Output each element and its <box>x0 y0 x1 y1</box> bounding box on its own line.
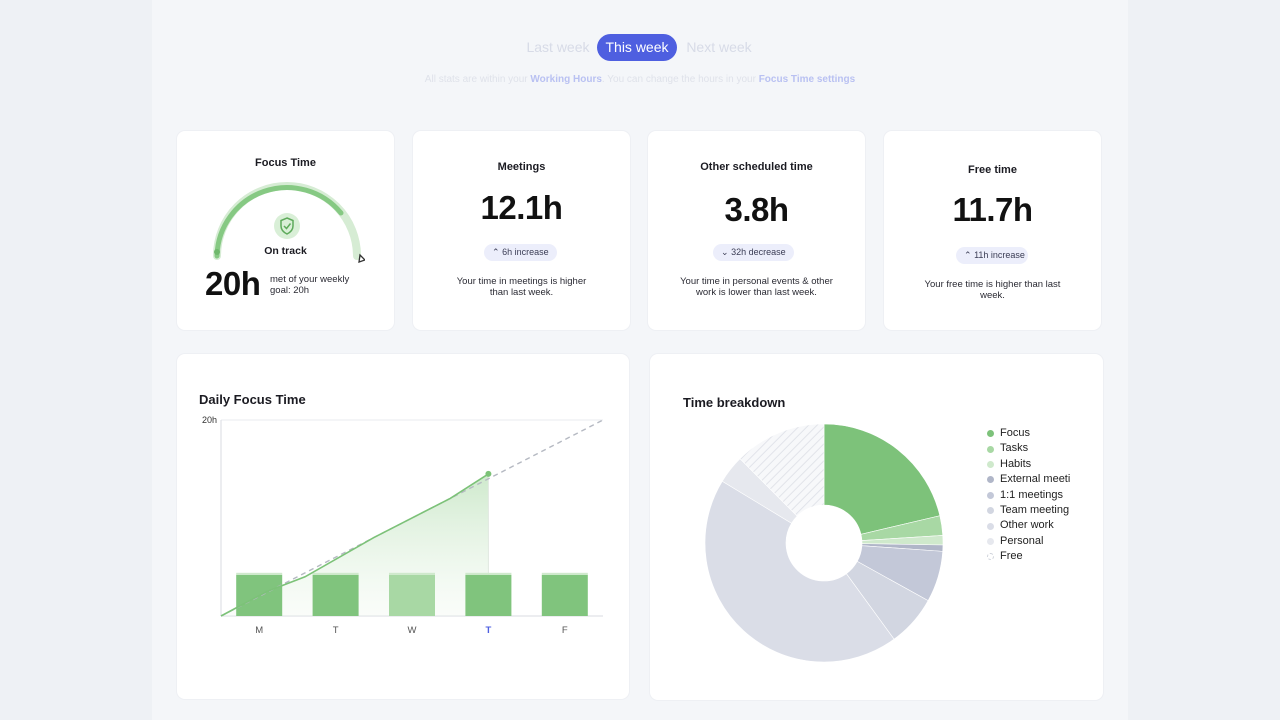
free-time-badge: ⌃ 11h increase <box>956 247 1028 264</box>
meetings-title: Meetings <box>497 161 546 173</box>
legend-dot <box>987 430 994 438</box>
x-tick-label-0: M <box>255 625 263 636</box>
gauge-start-dot <box>214 249 220 255</box>
meetings-value: 12.1h <box>480 189 563 226</box>
gauge-end-marker <box>358 253 365 263</box>
y-tick-label: 20h <box>202 415 217 425</box>
time-breakdown-chart <box>704 423 944 663</box>
time-breakdown-legend: Focus Tasks Habits External meeti 1:1 meetin… <box>987 426 1077 565</box>
this-week-tab[interactable]: This week <box>597 34 677 61</box>
free-time-card: Free time 11.7h ⌃ 11h increase Your free… <box>884 131 1101 330</box>
free-time-description: Your free time is higher than last week. <box>924 279 1061 301</box>
other-scheduled-badge: ⌄ 32h decrease <box>713 244 794 261</box>
cumulative-focus-line <box>220 473 489 617</box>
legend-item: 1:1 meetings <box>987 488 1077 503</box>
legend-item: Focus <box>987 426 1077 441</box>
other-scheduled-card: Other scheduled time 3.8h ⌄ 32h decrease… <box>648 131 865 330</box>
bar-2 <box>389 574 435 616</box>
slice-free <box>739 423 825 517</box>
other-scheduled-description: Your time in personal events & other wor… <box>680 276 833 298</box>
legend-dot <box>987 522 994 530</box>
legend-item: Personal <box>987 534 1077 549</box>
double-chevron-up-icon: ⌃ <box>964 250 972 260</box>
other-scheduled-title: Other scheduled time <box>700 161 813 173</box>
today-point <box>485 470 492 477</box>
bar-cap-4 <box>541 572 588 575</box>
last-week-tab[interactable]: Last week <box>522 34 594 61</box>
legend-label: Other work <box>1000 519 1054 532</box>
focus-status: On track <box>264 245 307 257</box>
stats-note-prefix: All stats are within your <box>424 74 528 85</box>
free-time-badge-text: 11h increase <box>974 250 1025 260</box>
meetings-card: Meetings 12.1h ⌃ 6h increase Your time i… <box>413 131 630 330</box>
gauge-fill <box>214 185 344 259</box>
legend-dot <box>987 476 994 484</box>
legend-item: Habits <box>987 457 1077 472</box>
daily-focus-title: Daily Focus Time <box>199 392 306 407</box>
legend-dot <box>987 460 994 468</box>
focus-time-card: Focus Time On track 20h met of your week… <box>177 131 394 330</box>
free-time-value: 11.7h <box>952 191 1033 228</box>
stats-note: All stats are within your Working Hours.… <box>0 74 1280 85</box>
legend-label: Habits <box>1000 457 1032 470</box>
stats-note-middle: . You can change the hours in your <box>601 74 756 85</box>
legend-label: Team meeting <box>1000 503 1070 516</box>
other-scheduled-badge-text: 32h decrease <box>731 247 786 257</box>
shield-check-icon <box>280 217 294 235</box>
bar-cap-2 <box>389 572 435 575</box>
slice-other-work <box>704 480 895 663</box>
meetings-badge: ⌃ 6h increase <box>484 244 557 261</box>
bar-cap-1 <box>312 572 359 575</box>
meetings-description: Your time in meetings is higher than las… <box>456 276 587 298</box>
legend-label: 1:1 meetings <box>1000 488 1063 501</box>
daily-focus-card: Daily Focus Time 20h M T W T F <box>177 354 629 699</box>
bar-4 <box>541 574 588 616</box>
legend-dot <box>987 553 994 561</box>
time-breakdown-card: Time breakdown Focus Tasks Habits External … <box>650 354 1103 700</box>
x-tick-label-1: T <box>333 625 339 636</box>
slice-focus <box>823 423 941 535</box>
meetings-badge-text: 6h increase <box>502 247 549 257</box>
week-toggle: Last week This week Next week <box>0 34 1280 62</box>
shield-badge-bg <box>274 213 300 239</box>
legend-dot <box>987 537 994 545</box>
bar-cap-3 <box>465 572 512 575</box>
double-chevron-up-icon: ⌃ <box>492 247 500 257</box>
legend-item: External meeti <box>987 472 1077 487</box>
legend-dot <box>987 445 994 453</box>
legend-item: Free <box>987 549 1077 564</box>
bar-1 <box>312 574 359 616</box>
other-scheduled-value: 3.8h <box>724 191 789 228</box>
legend-label: Free <box>1000 550 1023 563</box>
daily-focus-chart: 20h M T W T F <box>202 415 604 636</box>
x-tick-label-3: T <box>485 625 491 636</box>
focus-goal-text: met of your weekly goal: 20h <box>270 274 350 296</box>
bar-cap-0 <box>236 572 283 575</box>
next-week-tab[interactable]: Next week <box>684 34 754 61</box>
legend-label: Focus <box>1000 427 1030 439</box>
focus-time-title: Focus Time <box>255 157 316 169</box>
focus-time-settings-link[interactable]: Focus Time settings <box>758 74 856 85</box>
bar-3 <box>465 574 512 616</box>
working-hours-link[interactable]: Working Hours <box>530 74 602 85</box>
legend-dot <box>987 507 994 515</box>
legend-dot <box>987 491 994 499</box>
legend-label: External meeti <box>1000 473 1071 486</box>
x-tick-label-4: F <box>562 625 568 636</box>
legend-label: Tasks <box>1000 442 1029 455</box>
focus-gauge <box>213 182 365 263</box>
time-breakdown-title: Time breakdown <box>683 395 786 410</box>
legend-item: Other work <box>987 518 1077 533</box>
legend-label: Personal <box>1000 534 1044 547</box>
legend-item: Team meeting <box>987 503 1077 518</box>
free-time-title: Free time <box>968 164 1017 176</box>
double-chevron-down-icon: ⌄ <box>721 247 729 257</box>
focus-time-value: 20h <box>205 265 261 302</box>
legend-item: Tasks <box>987 441 1077 456</box>
x-tick-label-2: W <box>408 625 417 636</box>
